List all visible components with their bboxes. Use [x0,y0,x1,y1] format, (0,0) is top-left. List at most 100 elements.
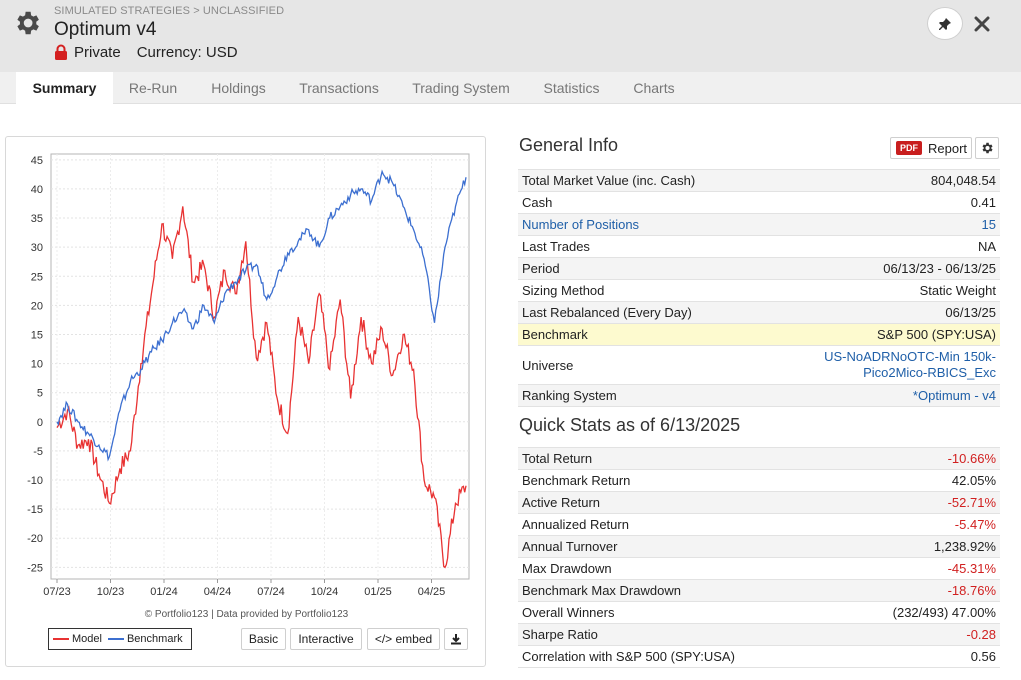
quick-stats-title: Quick Stats as of 6/13/2025 [519,415,741,435]
table-row: Ranking System *Optimum - v4 [518,384,1000,407]
row-value: 804,048.54 [760,169,1000,192]
y-tick-label: 0 [37,417,43,429]
basic-button[interactable]: Basic [241,628,286,650]
y-tick-label: 45 [31,155,43,167]
y-tick-label: 40 [31,184,43,196]
table-row: Sizing Method Static Weight [518,279,1000,302]
row-label: Annualized Return [518,513,839,536]
y-tick-label: 35 [31,213,43,225]
pin-button[interactable] [927,7,963,40]
y-tick-label: 5 [37,388,43,400]
table-row: Last Trades NA [518,235,1000,258]
x-tick-label: 10/24 [311,586,339,598]
lock-icon [55,44,67,60]
y-tick-label: 30 [31,242,43,254]
close-icon [974,16,990,32]
series-line-model[interactable] [56,206,467,569]
row-label: Active Return [518,491,839,514]
row-label: Correlation with S&P 500 (SPY:USA) [518,645,839,668]
tab-transactions[interactable]: Transactions [299,80,379,96]
row-value: -0.28 [838,623,1000,646]
ranking-system-link[interactable]: *Optimum - v4 [760,384,1000,407]
y-tick-label: 15 [31,329,43,341]
close-button[interactable] [968,10,996,38]
table-row: Last Rebalanced (Every Day) 06/13/25 [518,301,1000,324]
table-row: Overall Winners (232/493) 47.00% [518,601,1000,624]
y-tick-label: -25 [27,562,43,574]
row-label: Benchmark Max Drawdown [518,579,839,602]
row-value: 06/13/23 - 06/13/25 [760,257,1000,280]
row-label: Max Drawdown [518,557,839,580]
row-value: 42.05% [838,469,1000,492]
legend-benchmark[interactable]: Benchmark [107,633,183,645]
positions-link[interactable]: Number of Positions [518,213,760,236]
row-label: Ranking System [518,384,760,407]
page-title: Optimum v4 [54,19,157,40]
row-label: Total Market Value (inc. Cash) [518,169,760,192]
plot-area [50,153,470,580]
strategy-meta: Private Currency: USD [54,44,238,61]
chart-credit: © Portfolio123 | Data provided by Portfo… [144,609,349,620]
embed-button[interactable]: </> embed [367,628,440,650]
row-label: Sizing Method [518,279,760,302]
row-value: -45.31% [838,557,1000,580]
row-label: Total Return [518,447,839,470]
table-row: Sharpe Ratio -0.28 [518,623,1000,646]
legend-benchmark-label: Benchmark [126,633,183,645]
pin-icon [939,17,951,30]
positions-count-link[interactable]: 15 [760,213,1000,236]
general-info-table: Total Market Value (inc. Cash) 804,048.54… [518,169,1000,407]
report-settings-button[interactable] [975,137,999,159]
x-tick-label: 01/24 [150,586,178,598]
x-tick-label: 07/24 [257,586,285,598]
table-row: Annualized Return -5.47% [518,513,1000,536]
row-value: 1,238.92% [838,535,1000,558]
y-tick-label: -5 [33,446,43,458]
row-label: Last Rebalanced (Every Day) [518,301,760,324]
tab-re-run[interactable]: Re-Run [128,80,178,96]
row-value: -10.66% [838,447,1000,470]
breadcrumb[interactable]: SIMULATED STRATEGIES > UNCLASSIFIED [54,5,285,17]
y-tick-label: 10 [31,359,43,371]
x-tick-label: 01/25 [364,586,392,598]
row-label: Benchmark Return [518,469,839,492]
row-value: S&P 500 (SPY:USA) [760,323,1000,346]
table-row: Period 06/13/23 - 06/13/25 [518,257,1000,280]
performance-chart[interactable]: -25 -20 -15 -10 -5 0 5 10 15 20 25 30 35 40 45 07/23 10/… [6,137,487,607]
row-value: 0.41 [760,191,1000,214]
table-row: Benchmark Return 42.05% [518,469,1000,492]
y-tick-label: -10 [27,475,43,487]
pdf-icon: PDF [896,141,922,155]
row-label: Universe [518,345,760,385]
tab-summary[interactable]: Summary [16,72,113,104]
tab-charts[interactable]: Charts [633,80,675,96]
tab-bar: Summary Re-Run Holdings Transactions Tra… [0,72,1021,104]
report-button[interactable]: PDF Report [890,137,972,159]
table-row: Total Return -10.66% [518,447,1000,470]
tab-holdings[interactable]: Holdings [211,80,266,96]
tab-statistics[interactable]: Statistics [543,80,600,96]
legend-model[interactable]: Model [53,633,102,645]
table-row: Total Market Value (inc. Cash) 804,048.54 [518,169,1000,192]
gear-icon [982,142,993,154]
series-line-benchmark[interactable] [56,169,467,462]
gear-icon[interactable] [12,8,42,38]
row-value: -18.76% [838,579,1000,602]
download-button[interactable] [444,628,468,650]
x-tick-label: 04/24 [204,586,232,598]
header: SIMULATED STRATEGIES > UNCLASSIFIED Opti… [0,0,1021,72]
tab-trading-system[interactable]: Trading System [412,80,510,96]
universe-link[interactable]: US-NoADRNoOTC-Min 150k-Pico2Mico-RBICS_E… [760,345,1000,385]
y-tick-label: -15 [27,504,43,516]
row-value: -5.47% [838,513,1000,536]
y-tick-label: 25 [31,271,43,283]
row-value: 0.56 [838,645,1000,668]
download-icon [451,634,461,645]
table-row: Active Return -52.71% [518,491,1000,514]
row-label: Period [518,257,760,280]
row-value: (232/493) 47.00% [838,601,1000,624]
table-row: Universe US-NoADRNoOTC-Min 150k-Pico2Mico… [518,345,1000,385]
report-label: Report [928,140,968,156]
currency-label: Currency: USD [136,44,238,61]
interactive-button[interactable]: Interactive [290,628,362,650]
